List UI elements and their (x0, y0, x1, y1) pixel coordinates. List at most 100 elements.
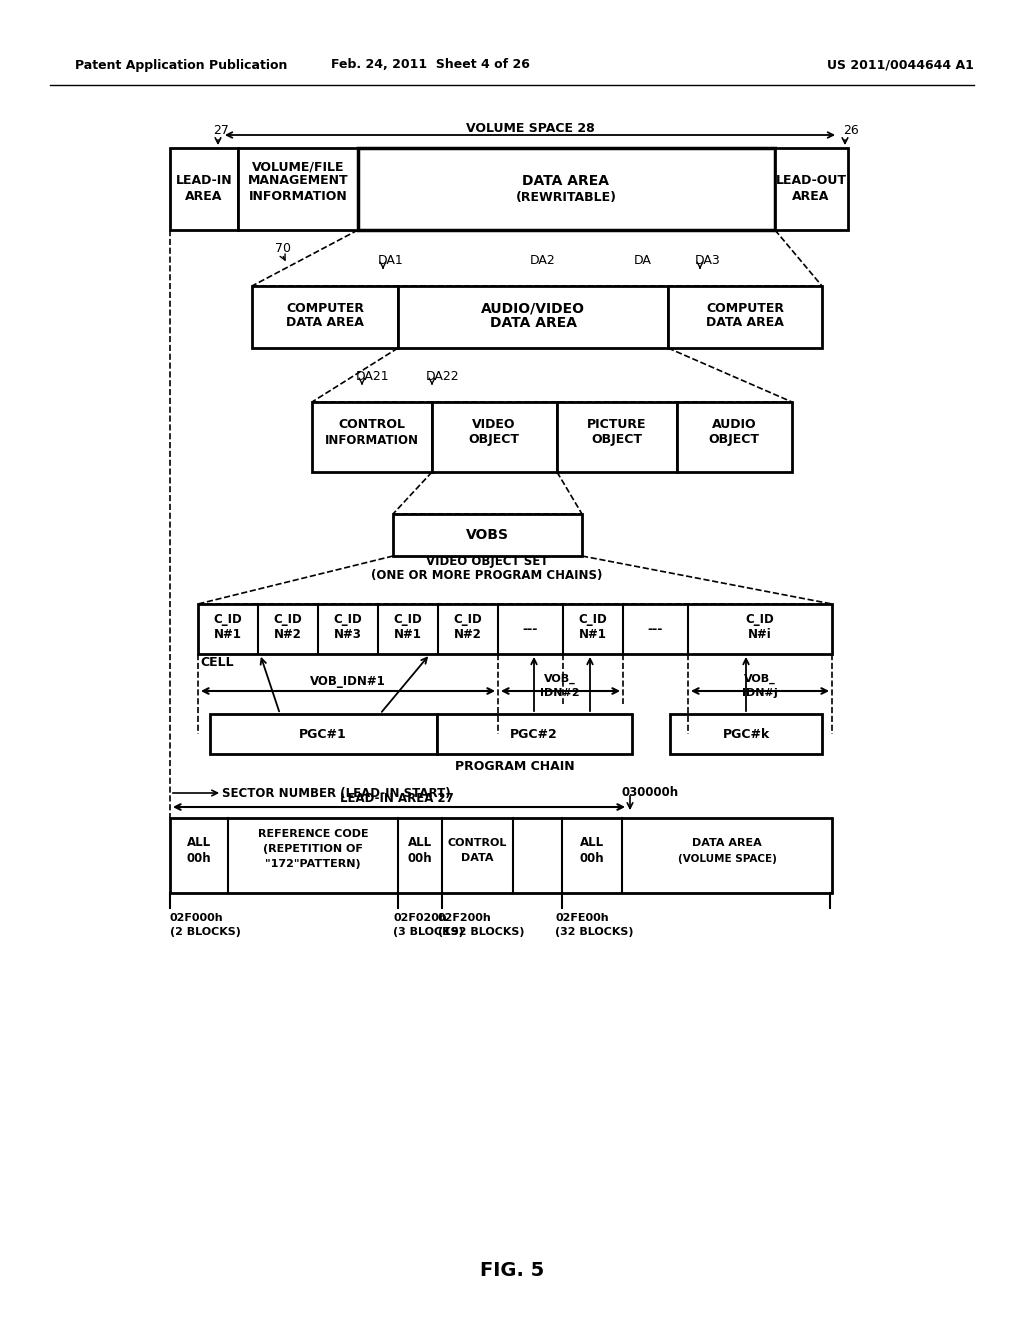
Text: 02F200h: 02F200h (438, 913, 492, 923)
Text: CONTROL: CONTROL (339, 417, 406, 430)
Text: DATA AREA: DATA AREA (522, 174, 609, 187)
Text: INFORMATION: INFORMATION (325, 433, 419, 446)
Text: US 2011/0044644 A1: US 2011/0044644 A1 (826, 58, 974, 71)
Text: PROGRAM CHAIN: PROGRAM CHAIN (456, 760, 574, 774)
Text: PGC#k: PGC#k (722, 727, 770, 741)
FancyBboxPatch shape (437, 714, 632, 754)
Text: N#1: N#1 (579, 628, 607, 642)
Text: DA3: DA3 (695, 253, 721, 267)
Text: ---: --- (648, 623, 664, 635)
FancyBboxPatch shape (557, 403, 677, 473)
Text: AREA: AREA (185, 190, 222, 202)
Text: OBJECT: OBJECT (469, 433, 519, 446)
Text: 00h: 00h (186, 851, 211, 865)
FancyBboxPatch shape (398, 286, 668, 348)
Text: SECTOR NUMBER (LEAD-IN START): SECTOR NUMBER (LEAD-IN START) (222, 787, 451, 800)
FancyBboxPatch shape (393, 513, 582, 556)
Text: AREA: AREA (793, 190, 829, 203)
Text: INFORMATION: INFORMATION (249, 190, 347, 202)
Text: 02FE00h: 02FE00h (555, 913, 608, 923)
Text: N#2: N#2 (454, 628, 482, 642)
FancyBboxPatch shape (432, 403, 557, 473)
Text: DATA AREA: DATA AREA (692, 838, 762, 847)
Text: DA22: DA22 (426, 370, 460, 383)
Text: 27: 27 (213, 124, 229, 136)
FancyBboxPatch shape (668, 286, 822, 348)
Text: (ONE OR MORE PROGRAM CHAINS): (ONE OR MORE PROGRAM CHAINS) (372, 569, 603, 582)
Text: PGC#2: PGC#2 (510, 727, 558, 741)
Text: (3 BLOCKS): (3 BLOCKS) (393, 927, 464, 937)
Text: 02F000h: 02F000h (170, 913, 223, 923)
Text: C_ID: C_ID (393, 614, 422, 627)
FancyBboxPatch shape (238, 148, 358, 230)
Text: IDN#j: IDN#j (742, 688, 778, 698)
Text: ALL: ALL (187, 837, 211, 850)
FancyBboxPatch shape (170, 148, 238, 230)
Text: LEAD-IN AREA 27: LEAD-IN AREA 27 (340, 792, 454, 805)
Text: 26: 26 (843, 124, 859, 136)
Text: Patent Application Publication: Patent Application Publication (75, 58, 288, 71)
Text: Feb. 24, 2011  Sheet 4 of 26: Feb. 24, 2011 Sheet 4 of 26 (331, 58, 529, 71)
Text: "172"PATTERN): "172"PATTERN) (265, 859, 360, 869)
FancyBboxPatch shape (677, 403, 792, 473)
Text: C_ID: C_ID (214, 614, 243, 627)
Text: 00h: 00h (408, 851, 432, 865)
Text: VIDEO OBJECT SET: VIDEO OBJECT SET (426, 556, 548, 569)
Text: VOB_: VOB_ (744, 675, 776, 684)
Text: (192 BLOCKS): (192 BLOCKS) (438, 927, 524, 937)
Text: C_ID: C_ID (273, 614, 302, 627)
Text: DATA AREA: DATA AREA (707, 317, 784, 330)
Text: (REPETITION OF: (REPETITION OF (263, 843, 362, 854)
Text: DA21: DA21 (356, 370, 389, 383)
Text: LEAD-OUT: LEAD-OUT (775, 174, 847, 187)
FancyBboxPatch shape (358, 148, 775, 230)
Text: VOB_: VOB_ (544, 675, 575, 684)
Text: C_ID: C_ID (334, 614, 362, 627)
Text: N#1: N#1 (214, 628, 242, 642)
Text: N#i: N#i (749, 628, 772, 642)
Text: 00h: 00h (580, 851, 604, 865)
Text: C_ID: C_ID (579, 614, 607, 627)
FancyBboxPatch shape (312, 403, 432, 473)
Text: CONTROL: CONTROL (447, 838, 507, 847)
Text: VOLUME/FILE: VOLUME/FILE (252, 161, 344, 173)
Text: PGC#1: PGC#1 (299, 727, 347, 741)
Text: N#3: N#3 (334, 628, 361, 642)
Text: 70: 70 (275, 242, 291, 255)
Text: DATA AREA: DATA AREA (286, 317, 364, 330)
Text: DA1: DA1 (378, 253, 403, 267)
Text: DATA: DATA (461, 853, 494, 863)
FancyBboxPatch shape (670, 714, 822, 754)
Text: VIDEO: VIDEO (472, 417, 516, 430)
Text: MANAGEMENT: MANAGEMENT (248, 174, 348, 187)
Text: (VOLUME SPACE): (VOLUME SPACE) (678, 854, 776, 865)
Text: (REWRITABLE): (REWRITABLE) (515, 190, 616, 203)
Text: OBJECT: OBJECT (709, 433, 760, 446)
FancyBboxPatch shape (252, 286, 398, 348)
Text: COMPUTER: COMPUTER (706, 301, 784, 314)
Text: 030000h: 030000h (622, 787, 679, 800)
Text: VOBS: VOBS (466, 528, 509, 543)
Text: IDN#2: IDN#2 (541, 688, 580, 698)
FancyBboxPatch shape (775, 148, 848, 230)
FancyBboxPatch shape (210, 714, 437, 754)
Text: N#2: N#2 (274, 628, 302, 642)
Text: C_ID: C_ID (745, 614, 774, 627)
Text: CELL: CELL (200, 656, 233, 669)
Text: AUDIO: AUDIO (712, 417, 757, 430)
FancyBboxPatch shape (198, 605, 831, 653)
Text: ---: --- (523, 623, 539, 635)
FancyBboxPatch shape (170, 818, 831, 894)
Text: AUDIO/VIDEO: AUDIO/VIDEO (481, 301, 585, 315)
Text: VOLUME SPACE 28: VOLUME SPACE 28 (466, 121, 594, 135)
Text: COMPUTER: COMPUTER (286, 301, 364, 314)
Text: N#1: N#1 (394, 628, 422, 642)
Text: (2 BLOCKS): (2 BLOCKS) (170, 927, 241, 937)
Text: DATA AREA: DATA AREA (489, 315, 577, 330)
Text: VOB_IDN#1: VOB_IDN#1 (310, 675, 386, 688)
Text: LEAD-IN: LEAD-IN (176, 174, 232, 187)
Text: FIG. 5: FIG. 5 (480, 1261, 544, 1279)
Text: C_ID: C_ID (454, 614, 482, 627)
Text: REFERENCE CODE: REFERENCE CODE (258, 829, 369, 840)
Text: PICTURE: PICTURE (587, 417, 647, 430)
